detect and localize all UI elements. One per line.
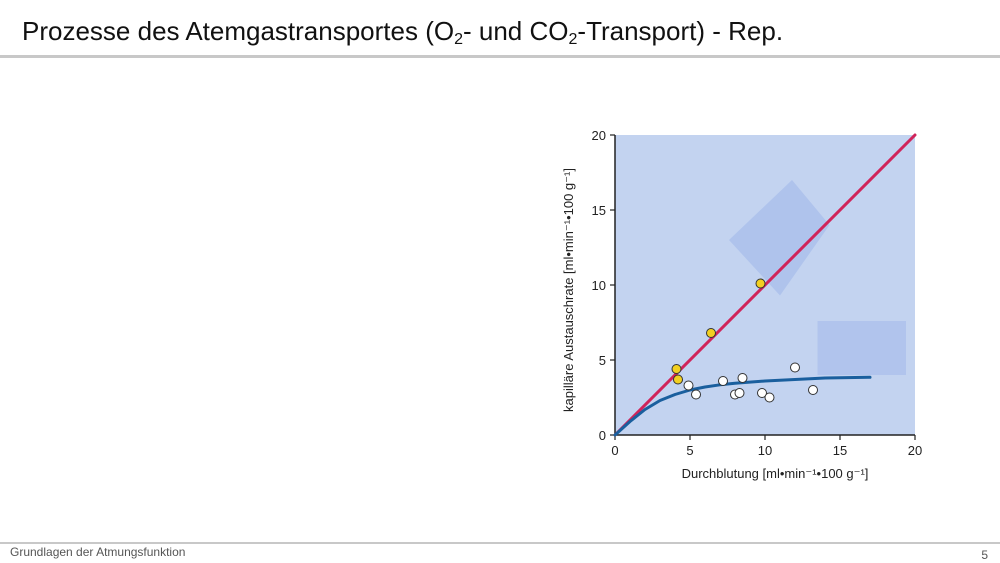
y-tick-label: 5 (599, 353, 606, 368)
data-point (718, 376, 728, 386)
capillary-exchange-chart: 0 5 10 15 20 0 5 10 15 20 Durchblutung [ml•min⁻¹•… (561, 128, 923, 481)
decorative-square-shape (817, 321, 906, 375)
data-point (764, 392, 775, 403)
y-axis-label: kapilläre Austauschrate [ml•min⁻¹•100 g⁻… (561, 168, 576, 412)
data-point (790, 362, 800, 373)
x-tick-label: 10 (758, 443, 772, 458)
data-point (671, 364, 682, 374)
data-point (757, 388, 767, 398)
data-point (683, 380, 694, 391)
title-subscript-co2: 2 (568, 31, 578, 48)
x-tick-label: 0 (611, 443, 618, 458)
footer-divider (0, 542, 1000, 544)
data-point (755, 278, 766, 289)
decorative-diamond-shape (729, 180, 830, 296)
y-tick-label: 0 (599, 428, 606, 443)
series-line-2 (613, 375, 872, 437)
title-subscript-o2: 2 (454, 31, 463, 48)
x-tick-label: 20 (908, 443, 922, 458)
chart-series (613, 133, 917, 437)
title-prefix: Prozesse des Atemgastransportes (O (22, 16, 455, 46)
data-point (673, 374, 683, 385)
x-axis-label: Durchblutung [ml•min⁻¹•100 g⁻¹] (682, 466, 869, 481)
y-tick-label: 15 (592, 203, 606, 218)
footer-text: Grundlagen der Atmungsfunktion (10, 545, 186, 559)
title-divider (0, 55, 1000, 58)
page-number: 5 (981, 548, 988, 562)
x-tick-label: 5 (686, 443, 693, 458)
data-point (691, 389, 701, 400)
slide-title: Prozesse des Atemgastransportes (O2- und… (22, 14, 783, 48)
chart-axes: 0 5 10 15 20 0 5 10 15 20 (592, 128, 923, 458)
data-point (737, 373, 748, 383)
data-point (734, 388, 745, 398)
title-middle: - und CO (463, 16, 569, 46)
data-point (808, 385, 818, 395)
title-suffix: -Transport) - Rep. (577, 16, 784, 46)
x-tick-label: 15 (833, 443, 847, 458)
y-tick-label: 10 (592, 278, 606, 293)
data-point (706, 328, 716, 338)
y-tick-label: 20 (592, 128, 606, 143)
